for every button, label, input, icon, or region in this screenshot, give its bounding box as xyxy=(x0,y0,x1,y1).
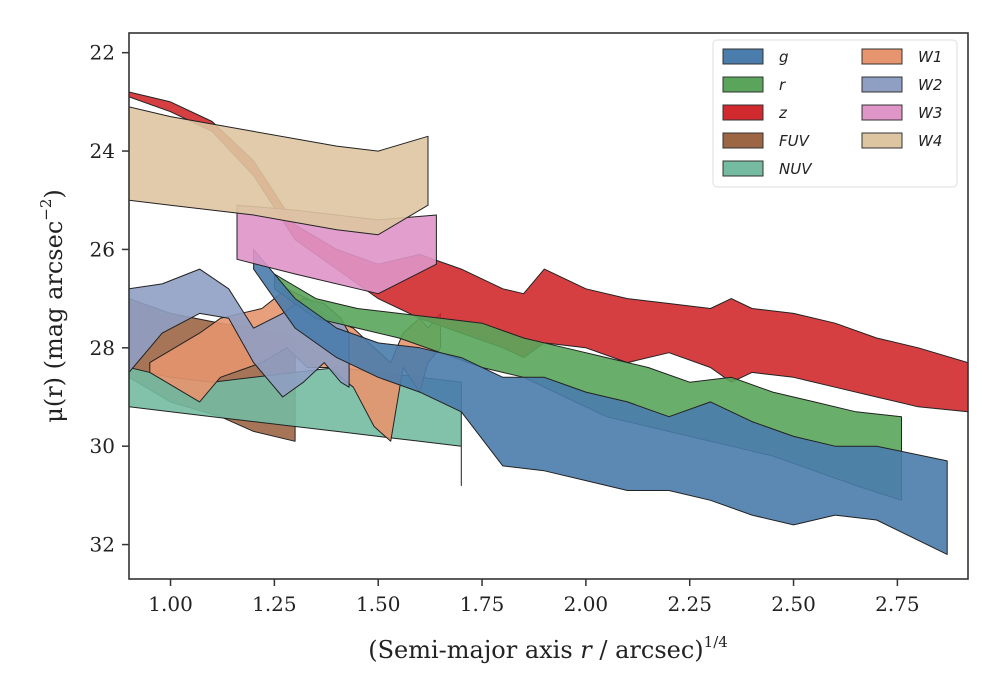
legend-label-w4: W4 xyxy=(918,132,942,150)
y-tick-label: 22 xyxy=(90,41,115,65)
legend: grz FUV NUV W1 W2 W3 W4 xyxy=(712,39,958,188)
legend-label-w3: W3 xyxy=(918,104,942,122)
legend-label-w2: W2 xyxy=(918,76,942,94)
x-axis-label: (Semi-major axis r / arcsec)1/4 xyxy=(368,633,728,664)
legend-swatch-fuv xyxy=(722,132,764,149)
y-tick-label: 26 xyxy=(90,237,115,261)
legend-swatch-w3 xyxy=(861,104,903,121)
legend-swatch-nuv xyxy=(722,160,764,177)
legend-swatch-w2 xyxy=(861,76,903,93)
y-tick-label: 28 xyxy=(90,336,115,360)
series-layer xyxy=(129,91,968,555)
x-tick-label: 1.00 xyxy=(148,592,193,616)
legend-label-nuv: NUV xyxy=(779,160,813,178)
plot-frame xyxy=(128,32,969,580)
x-tick-label: 1.50 xyxy=(356,592,401,616)
legend-label-z: z xyxy=(778,104,788,122)
legend-swatch-w1 xyxy=(861,48,903,65)
band-z xyxy=(129,91,968,413)
band-w2 xyxy=(129,268,350,398)
x-tick-label: 1.25 xyxy=(252,592,297,616)
x-tick-label: 2.00 xyxy=(564,592,609,616)
band-g xyxy=(253,248,948,555)
y-axis: 22 24 26 28 30 32 xyxy=(90,41,129,557)
y-tick-label: 32 xyxy=(90,533,115,557)
x-tick-label: 2.25 xyxy=(667,592,712,616)
x-axis: 1.00 1.25 1.50 1.75 2.00 2.25 2.50 2.75 xyxy=(148,579,920,616)
legend-label-r: r xyxy=(779,76,786,94)
x-tick-label: 2.50 xyxy=(771,592,816,616)
y-tick-label: 30 xyxy=(90,434,115,458)
band-w4 xyxy=(129,106,429,236)
legend-label-w1: W1 xyxy=(918,48,942,66)
legend-swatch-w4 xyxy=(861,132,903,149)
x-tick-label: 1.75 xyxy=(460,592,505,616)
y-axis-label: μ(r) (mag arcsec−2) xyxy=(37,189,68,423)
legend-label-g: g xyxy=(779,48,789,66)
y-tick-label: 24 xyxy=(90,139,115,163)
legend-swatch-g xyxy=(722,48,764,65)
legend-label-fuv: FUV xyxy=(779,132,811,150)
x-tick-label: 2.75 xyxy=(875,592,920,616)
legend-swatch-z xyxy=(722,104,764,121)
legend-swatch-r xyxy=(722,76,764,93)
